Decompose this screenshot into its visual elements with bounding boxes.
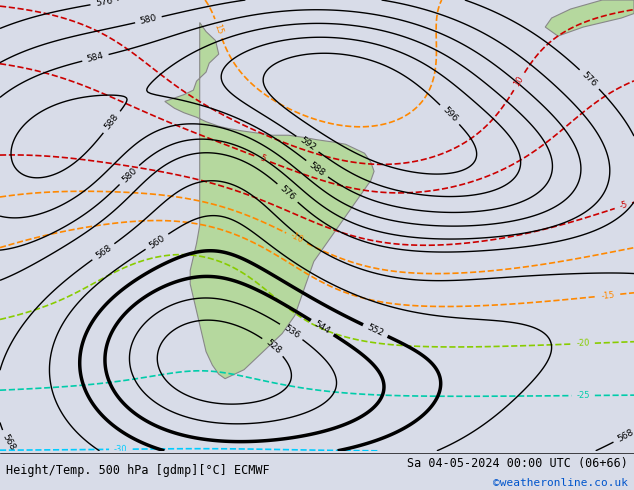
Text: Sa 04-05-2024 00:00 UTC (06+66): Sa 04-05-2024 00:00 UTC (06+66)	[407, 457, 628, 469]
Text: 10: 10	[512, 74, 526, 88]
Text: 576: 576	[278, 184, 297, 202]
PathPatch shape	[545, 0, 634, 36]
Text: 5: 5	[259, 154, 267, 164]
Text: 536: 536	[281, 323, 301, 340]
PathPatch shape	[165, 23, 374, 379]
Text: 588: 588	[103, 113, 120, 132]
Text: 580: 580	[139, 13, 158, 26]
Text: 568: 568	[1, 433, 16, 452]
Text: -25: -25	[576, 391, 590, 400]
Text: 528: 528	[264, 338, 283, 356]
Text: 552: 552	[366, 323, 385, 338]
Text: 568: 568	[94, 243, 113, 261]
Text: Height/Temp. 500 hPa [gdmp][°C] ECMWF: Height/Temp. 500 hPa [gdmp][°C] ECMWF	[6, 464, 270, 477]
Text: 576: 576	[580, 70, 598, 89]
Text: 584: 584	[86, 51, 105, 64]
Text: 580: 580	[120, 166, 139, 184]
Text: 560: 560	[147, 233, 167, 250]
Text: 576: 576	[94, 0, 113, 8]
Text: 544: 544	[313, 319, 332, 336]
Text: 596: 596	[441, 105, 459, 124]
Text: 588: 588	[307, 160, 327, 178]
Text: -20: -20	[576, 339, 590, 348]
Text: 15: 15	[212, 22, 224, 35]
Text: -30: -30	[114, 445, 127, 454]
Text: -5: -5	[618, 200, 629, 211]
Text: 568: 568	[616, 428, 634, 444]
Text: -15: -15	[602, 290, 616, 300]
Text: 592: 592	[298, 136, 317, 153]
Text: ©weatheronline.co.uk: ©weatheronline.co.uk	[493, 478, 628, 488]
Text: -10: -10	[288, 231, 305, 245]
